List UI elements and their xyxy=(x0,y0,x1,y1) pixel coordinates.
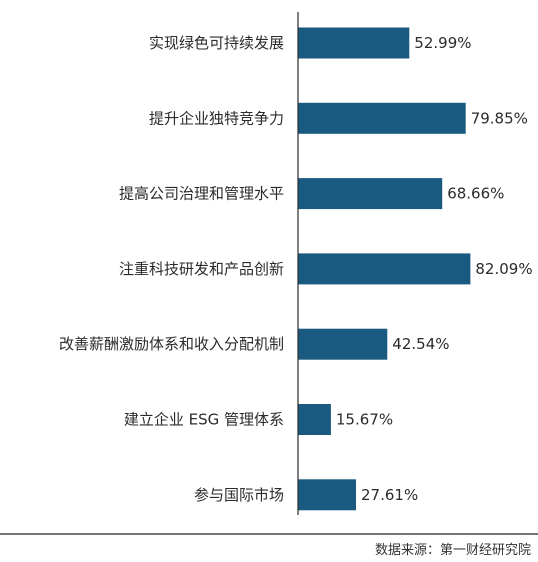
value-label: 15.67% xyxy=(336,411,393,429)
category-label: 实现绿色可持续发展 xyxy=(149,34,284,52)
bars-layer xyxy=(298,27,471,511)
category-label: 改善薪酬激励体系和收入分配机制 xyxy=(59,335,284,353)
bar xyxy=(298,102,466,134)
bar xyxy=(298,479,356,511)
value-label: 27.61% xyxy=(361,486,418,504)
labels-layer: 实现绿色可持续发展 52.99% 提升企业独特竞争力 79.85% 提高公司治理和管理水… xyxy=(59,34,533,504)
value-label: 82.09% xyxy=(475,260,532,278)
bar xyxy=(298,404,331,435)
bar xyxy=(298,253,471,285)
value-label: 79.85% xyxy=(471,109,528,127)
value-label: 52.99% xyxy=(414,34,471,52)
category-label: 建立企业 ESG 管理体系 xyxy=(124,411,284,429)
category-label: 提升企业独特竞争力 xyxy=(149,109,284,127)
category-label: 注重科技研发和产品创新 xyxy=(119,260,284,278)
bar xyxy=(298,328,388,360)
bar xyxy=(298,178,443,210)
value-label: 42.54% xyxy=(392,335,449,353)
value-label: 68.66% xyxy=(447,185,504,203)
category-label: 参与国际市场 xyxy=(194,486,284,504)
bar xyxy=(298,27,410,59)
source-note: 数据来源：第一财经研究院 xyxy=(375,543,531,558)
category-label: 提高公司治理和管理水平 xyxy=(119,185,284,203)
